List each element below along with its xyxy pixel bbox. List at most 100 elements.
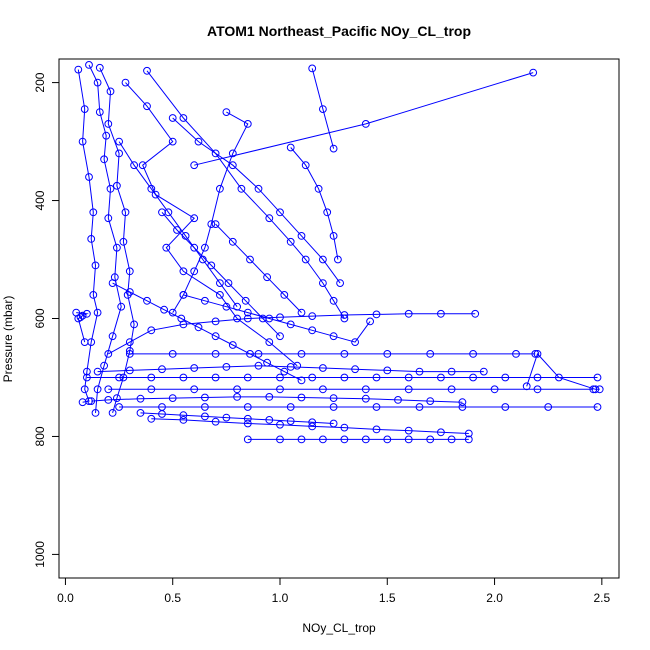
data-point bbox=[501, 373, 510, 382]
data-point bbox=[130, 161, 139, 170]
series-line bbox=[311, 68, 335, 149]
data-point bbox=[404, 435, 413, 444]
data-point bbox=[216, 279, 224, 288]
data-point bbox=[179, 114, 188, 122]
data-point bbox=[207, 261, 216, 270]
data-traces bbox=[72, 61, 604, 444]
data-point bbox=[91, 261, 100, 270]
data-point bbox=[469, 373, 478, 382]
data-point bbox=[207, 220, 216, 229]
data-point bbox=[447, 385, 456, 394]
data-point bbox=[555, 373, 563, 382]
data-point bbox=[383, 366, 392, 375]
data-point bbox=[280, 291, 289, 299]
chart-title: ATOM1 Northeast_Pacific NOy_CL_trop bbox=[207, 23, 471, 39]
series-line bbox=[290, 147, 339, 260]
series-19 bbox=[136, 409, 338, 428]
data-point bbox=[104, 350, 113, 358]
data-point bbox=[254, 350, 263, 358]
data-point bbox=[254, 361, 263, 370]
data-point bbox=[297, 376, 306, 385]
data-point bbox=[319, 255, 327, 264]
data-point bbox=[194, 323, 203, 332]
series-11 bbox=[83, 373, 602, 382]
data-point bbox=[194, 137, 203, 146]
data-point bbox=[198, 255, 207, 264]
series-16 bbox=[125, 350, 540, 358]
series-line bbox=[118, 141, 238, 307]
data-point bbox=[201, 393, 209, 402]
data-point bbox=[437, 373, 445, 382]
data-point bbox=[130, 320, 139, 329]
data-point bbox=[243, 419, 252, 428]
data-point bbox=[179, 267, 188, 276]
data-point bbox=[319, 385, 327, 394]
data-point bbox=[340, 423, 349, 432]
data-point bbox=[201, 296, 209, 305]
data-point bbox=[372, 310, 381, 319]
data-point bbox=[233, 314, 242, 323]
y-tick-label: 400 bbox=[33, 190, 47, 210]
data-point bbox=[95, 108, 104, 116]
data-point bbox=[100, 361, 108, 370]
data-point bbox=[160, 305, 169, 314]
data-point bbox=[437, 428, 445, 437]
data-point bbox=[372, 403, 381, 411]
data-point bbox=[168, 394, 177, 403]
data-point bbox=[158, 365, 166, 374]
data-point bbox=[113, 243, 121, 252]
data-point bbox=[329, 332, 338, 341]
data-point bbox=[201, 243, 209, 252]
data-point bbox=[276, 313, 284, 322]
data-point bbox=[323, 208, 332, 217]
series-17 bbox=[93, 361, 488, 376]
y-axis-label: Pressure (mbar) bbox=[1, 296, 15, 383]
data-point bbox=[80, 105, 89, 113]
data-point bbox=[329, 232, 338, 240]
data-point bbox=[319, 279, 327, 288]
data-point bbox=[243, 403, 252, 411]
series-24 bbox=[115, 137, 242, 311]
data-point bbox=[383, 350, 392, 358]
data-point bbox=[216, 291, 224, 299]
data-point bbox=[136, 394, 145, 403]
series-22 bbox=[179, 291, 375, 347]
data-point bbox=[104, 120, 113, 128]
data-point bbox=[372, 373, 381, 382]
data-point bbox=[168, 137, 177, 146]
series-10 bbox=[104, 309, 480, 358]
data-point bbox=[125, 338, 134, 347]
data-point bbox=[276, 420, 284, 429]
data-point bbox=[265, 416, 274, 424]
data-point bbox=[276, 208, 284, 217]
data-point bbox=[314, 184, 323, 193]
series-2 bbox=[95, 63, 139, 417]
series-line bbox=[108, 313, 476, 355]
data-point bbox=[501, 403, 510, 411]
x-tick-label: 0.5 bbox=[164, 591, 181, 605]
data-point bbox=[93, 78, 102, 87]
data-point bbox=[301, 255, 310, 264]
data-point bbox=[404, 426, 413, 435]
series-line bbox=[172, 111, 249, 313]
data-point bbox=[512, 350, 520, 358]
data-point bbox=[319, 435, 327, 444]
data-point bbox=[136, 409, 145, 417]
data-point bbox=[228, 237, 237, 246]
data-point bbox=[224, 279, 233, 288]
data-point bbox=[404, 373, 413, 382]
data-point bbox=[297, 435, 306, 444]
data-point bbox=[529, 68, 538, 77]
data-point bbox=[147, 414, 156, 423]
data-point bbox=[89, 208, 98, 217]
data-point bbox=[340, 311, 349, 319]
data-point bbox=[329, 403, 338, 411]
data-point bbox=[104, 214, 113, 223]
data-point bbox=[329, 144, 338, 153]
data-point bbox=[329, 419, 338, 428]
data-point bbox=[426, 435, 435, 444]
data-point bbox=[83, 373, 91, 382]
data-point bbox=[404, 309, 413, 318]
data-point bbox=[83, 367, 91, 376]
series-1 bbox=[85, 61, 126, 417]
